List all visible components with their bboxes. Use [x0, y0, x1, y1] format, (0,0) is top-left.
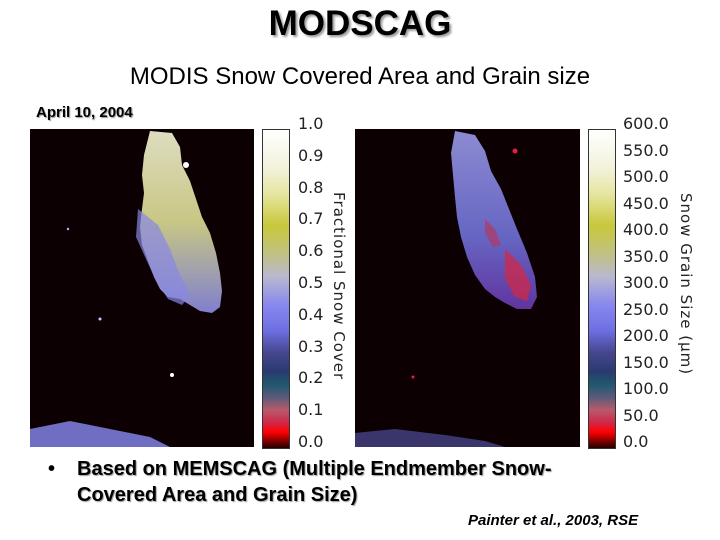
snow-cover-colorbar	[262, 129, 290, 449]
citation: Painter et al., 2003, RSE	[468, 512, 639, 529]
grain-size-tick-label: 150.0	[623, 352, 669, 372]
grain-size-tick-label: 550.0	[623, 140, 669, 160]
snow-grain-size-map	[355, 129, 580, 447]
snow-cover-tick-label: 0.4	[298, 304, 324, 324]
snow-cover-tick-label: 0.3	[298, 336, 324, 356]
snow-cover-tick-label: 0.6	[298, 241, 324, 261]
snow-cover-tick-label: 0.9	[298, 145, 324, 165]
snow-cover-tick-label: 1.0	[298, 114, 324, 133]
grain-size-tick-label: 450.0	[623, 193, 669, 213]
snow-cover-tick-label: 0.0	[298, 432, 324, 451]
grain-size-tick-label: 300.0	[623, 273, 669, 292]
grain-size-tick-label: 350.0	[623, 246, 669, 266]
grain-size-tick-label: 400.0	[623, 220, 669, 239]
grain-size-tick-label: 50.0	[623, 405, 659, 425]
grain-size-tick-label: 100.0	[623, 379, 669, 398]
grain-size-tick-label: 250.0	[623, 299, 669, 319]
bullet-marker: •	[48, 458, 56, 480]
snow-cover-axis-title: Fractional Snow Cover	[330, 192, 348, 381]
snow-cover-tick-label: 0.1	[298, 400, 324, 420]
snow-cover-tick-label: 0.2	[298, 368, 324, 388]
bullet-text-line1: Based on MEMSCAG (Multiple Endmember Sno…	[77, 458, 552, 480]
grain-size-tick-label: 500.0	[623, 167, 669, 186]
grain-size-tick-label: 600.0	[623, 114, 669, 133]
bullet-text-line2: Covered Area and Grain Size)	[77, 484, 358, 506]
grain-size-colorbar	[588, 129, 616, 449]
page-subtitle: MODIS Snow Covered Area and Grain size	[129, 63, 591, 90]
snow-cover-tick-label: 0.8	[298, 177, 324, 197]
grain-size-image	[355, 131, 537, 447]
snow-cover-tick-label: 0.5	[298, 273, 324, 292]
grain-size-tick-label: 0.0	[623, 432, 649, 451]
image-date: April 10, 2004	[36, 104, 133, 121]
grain-size-axis-title: Snow Grain Size (μm)	[677, 193, 695, 376]
snow-cover-tick-label: 0.7	[298, 209, 324, 229]
fractional-snow-cover-map	[30, 129, 254, 447]
grain-size-tick-label: 200.0	[623, 326, 669, 345]
snow-cover-image	[30, 131, 222, 447]
page-title: MODSCAG	[268, 4, 452, 43]
